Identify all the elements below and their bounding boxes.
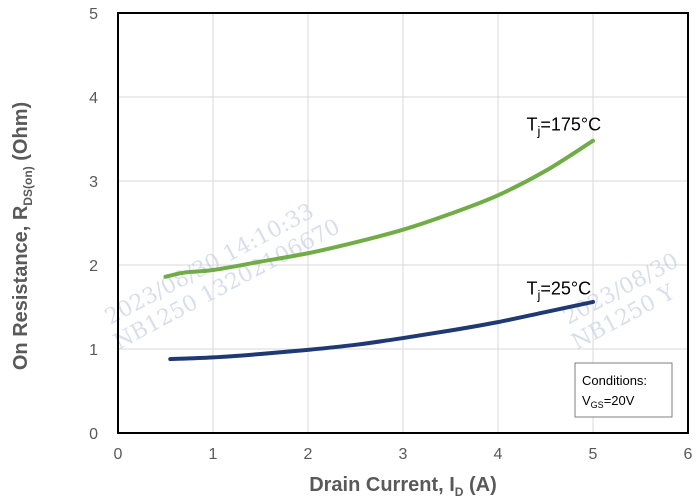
x-tick-label: 3 (399, 446, 408, 463)
series-line (163, 138, 595, 279)
y-tick-label: 5 (89, 6, 98, 23)
y-tick-labels: 0 1 2 3 4 5 (89, 6, 98, 443)
series-annotation-suffix: =175°C (540, 115, 601, 135)
x-tick-label: 2 (304, 446, 313, 463)
plot-frame (117, 12, 689, 434)
x-tick-label: 6 (684, 446, 693, 463)
y-tick-label: 3 (89, 174, 98, 191)
series-annotation-prefix: T (527, 278, 538, 298)
series-annotation: Tj=25°C (527, 278, 592, 302)
x-tick-label: 5 (589, 446, 598, 463)
x-tick-labels: 0 1 2 3 4 5 6 (114, 446, 693, 463)
x-tick-label: 0 (114, 446, 123, 463)
series-annotation: Tj=175°C (527, 115, 602, 139)
series-lines (163, 138, 595, 362)
y-tick-label: 1 (89, 342, 98, 359)
y-axis-title-main: On Resistance, R (10, 205, 32, 370)
x-axis-title-sub: D (455, 485, 464, 499)
y-tick-label: 4 (89, 90, 98, 107)
x-axis-title: Drain Current, ID (A) (309, 474, 497, 499)
conditions-value-sub: GS (591, 400, 604, 410)
x-axis-title-unit: (A) (463, 474, 496, 496)
series-annotation-sub: j (537, 124, 541, 139)
y-axis-title-unit: (Ohm) (10, 102, 32, 166)
conditions-box: Conditions: VGS=20V (574, 362, 673, 418)
y-tick-label: 2 (89, 258, 98, 275)
series-annotation-suffix: =25°C (540, 278, 591, 298)
grid (118, 13, 688, 433)
y-tick-label: 0 (89, 426, 98, 443)
x-tick-label: 4 (494, 446, 503, 463)
series-line (168, 299, 595, 362)
series-annotation-prefix: T (527, 115, 538, 135)
conditions-value: VGS=20V (582, 393, 635, 410)
series-annotations: Tj=175°CTj=25°C (527, 115, 602, 303)
conditions-value-suffix: =20V (604, 393, 635, 408)
y-axis-title: On Resistance, RDS(on) (Ohm) (10, 102, 35, 370)
conditions-value-prefix: V (582, 393, 591, 408)
conditions-box-frame (574, 362, 673, 418)
x-axis-title-main: Drain Current, I (309, 474, 455, 496)
x-tick-label: 1 (209, 446, 218, 463)
y-axis-title-sub: DS(on) (21, 166, 35, 205)
conditions-title: Conditions: (582, 373, 647, 388)
series-annotation-sub: j (537, 287, 541, 302)
